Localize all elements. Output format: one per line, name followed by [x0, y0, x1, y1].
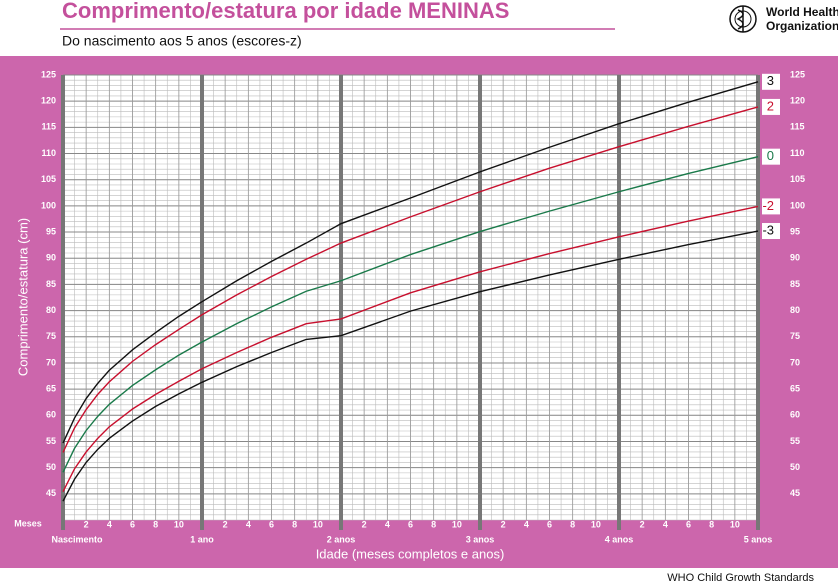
- x-tick-label: 6: [686, 519, 691, 529]
- series-label-bg: [762, 198, 780, 215]
- y-tick-label: 75: [790, 331, 800, 341]
- series-label: 2: [767, 98, 774, 113]
- x-tick-label: 4: [524, 519, 529, 529]
- year-tick-label: 5 anos: [744, 534, 773, 544]
- series-label: 3: [767, 73, 774, 88]
- y-tick-label: 60: [46, 410, 56, 420]
- series-label-bg: [762, 148, 780, 165]
- x-tick-label: 8: [709, 519, 714, 529]
- y-tick-label: 80: [46, 305, 56, 315]
- series-label: -3: [762, 222, 774, 237]
- x-tick-label: 6: [269, 519, 274, 529]
- y-tick-label: 125: [790, 69, 805, 79]
- series-label-bg: [762, 98, 780, 115]
- x-tick-label: 4: [246, 519, 251, 529]
- y-tick-label: 100: [790, 200, 805, 210]
- x-tick-label: 10: [174, 519, 184, 529]
- y-tick-label: 110: [41, 148, 56, 158]
- chart-subtitle: Do nascimento aos 5 anos (escores-z): [62, 33, 302, 49]
- x-tick-label: 10: [313, 519, 323, 529]
- y-tick-label: 120: [41, 96, 56, 106]
- x-tick-label: 2: [223, 519, 228, 529]
- x-tick-label: 6: [408, 519, 413, 529]
- y-axis-label: Comprimento/estatura (cm): [15, 218, 30, 376]
- x-axis-label: Idade (meses completos e anos): [316, 546, 505, 561]
- y-tick-label: 105: [790, 174, 805, 184]
- y-tick-label: 45: [790, 488, 800, 498]
- y-tick-label: 80: [790, 305, 800, 315]
- x-tick-label: 8: [431, 519, 436, 529]
- y-tick-label: 120: [790, 96, 805, 106]
- y-tick-label: 70: [46, 357, 56, 367]
- x-tick-label: 2: [362, 519, 367, 529]
- x-tick-label: 6: [547, 519, 552, 529]
- x-tick-label: 4: [385, 519, 390, 529]
- y-tick-label: 95: [46, 226, 56, 236]
- x-tick-label: 10: [730, 519, 740, 529]
- org-name: World Health: [766, 5, 838, 19]
- y-tick-label: 60: [790, 410, 800, 420]
- y-tick-label: 55: [46, 436, 56, 446]
- x-tick-label: 10: [591, 519, 601, 529]
- who-logo: [729, 5, 757, 33]
- year-tick-label: 1 ano: [190, 534, 214, 544]
- y-tick-label: 90: [790, 253, 800, 263]
- y-tick-label: 50: [790, 462, 800, 472]
- year-tick-label: 3 anos: [466, 534, 495, 544]
- y-tick-label: 95: [790, 226, 800, 236]
- y-tick-label: 55: [790, 436, 800, 446]
- z-score-line: [62, 230, 759, 502]
- x-tick-label: 8: [153, 519, 158, 529]
- year-tick-label: Nascimento: [51, 534, 103, 544]
- year-tick-label: 2 anos: [327, 534, 356, 544]
- series-label: -2: [762, 198, 774, 213]
- z-score-line: [62, 205, 759, 493]
- x-tick-label: 4: [663, 519, 668, 529]
- series-label-bg: [762, 223, 780, 240]
- x-tick-label: 2: [501, 519, 506, 529]
- series-label: 0: [767, 148, 774, 163]
- y-tick-label: 100: [41, 200, 56, 210]
- x-tick-label: 8: [570, 519, 575, 529]
- chart-title: Comprimento/estatura por idade MENINAS: [62, 0, 509, 23]
- z-score-line: [62, 81, 759, 444]
- org-name: Organization: [766, 19, 838, 33]
- x-tick-label: 2: [84, 519, 89, 529]
- y-tick-label: 65: [790, 383, 800, 393]
- y-tick-label: 85: [790, 279, 800, 289]
- x-tick-label: 2: [640, 519, 645, 529]
- x-tick-label: 10: [452, 519, 462, 529]
- y-tick-label: 45: [46, 488, 56, 498]
- year-tick-label: 4 anos: [605, 534, 634, 544]
- x-tick-label: 8: [292, 519, 297, 529]
- y-tick-label: 75: [46, 331, 56, 341]
- y-tick-label: 65: [46, 383, 56, 393]
- y-tick-label: 105: [41, 174, 56, 184]
- footer: WHO Child Growth Standards: [667, 572, 814, 584]
- x-tick-label: 4: [107, 519, 112, 529]
- y-tick-label: 115: [41, 122, 56, 132]
- x-unit-label: Meses: [14, 518, 42, 528]
- z-score-line: [62, 106, 759, 453]
- x-tick-label: 6: [130, 519, 135, 529]
- y-tick-label: 125: [41, 69, 56, 79]
- y-tick-label: 70: [790, 357, 800, 367]
- z-score-line: [62, 155, 759, 473]
- y-tick-label: 115: [790, 122, 805, 132]
- y-tick-label: 90: [46, 253, 56, 263]
- series-label-bg: [762, 73, 780, 90]
- y-tick-label: 85: [46, 279, 56, 289]
- y-tick-label: 110: [790, 148, 805, 158]
- y-tick-label: 50: [46, 462, 56, 472]
